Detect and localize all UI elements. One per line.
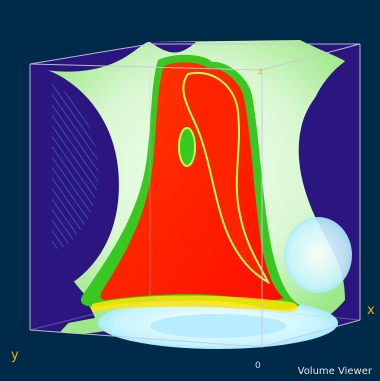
axis-label-y: y (11, 348, 19, 363)
viewer-title: Volume Viewer (297, 366, 372, 377)
right-cyan-patch (284, 217, 352, 293)
red-core-fold (182, 71, 271, 285)
axis-origin-label: 0 (255, 361, 261, 371)
axis-label-z: z (258, 67, 263, 77)
core-green-hole (178, 127, 196, 167)
left-concave-stripes (52, 82, 99, 250)
core-base-band (92, 295, 298, 312)
axis-label-x: x (367, 303, 375, 318)
bottom-cyan-hole (150, 314, 286, 338)
bounding-box-wireframe (29, 43, 361, 348)
top-notch-cutout (150, 42, 196, 53)
right-concave-cutout (304, 52, 360, 240)
bottom-left-cutout (30, 265, 95, 330)
